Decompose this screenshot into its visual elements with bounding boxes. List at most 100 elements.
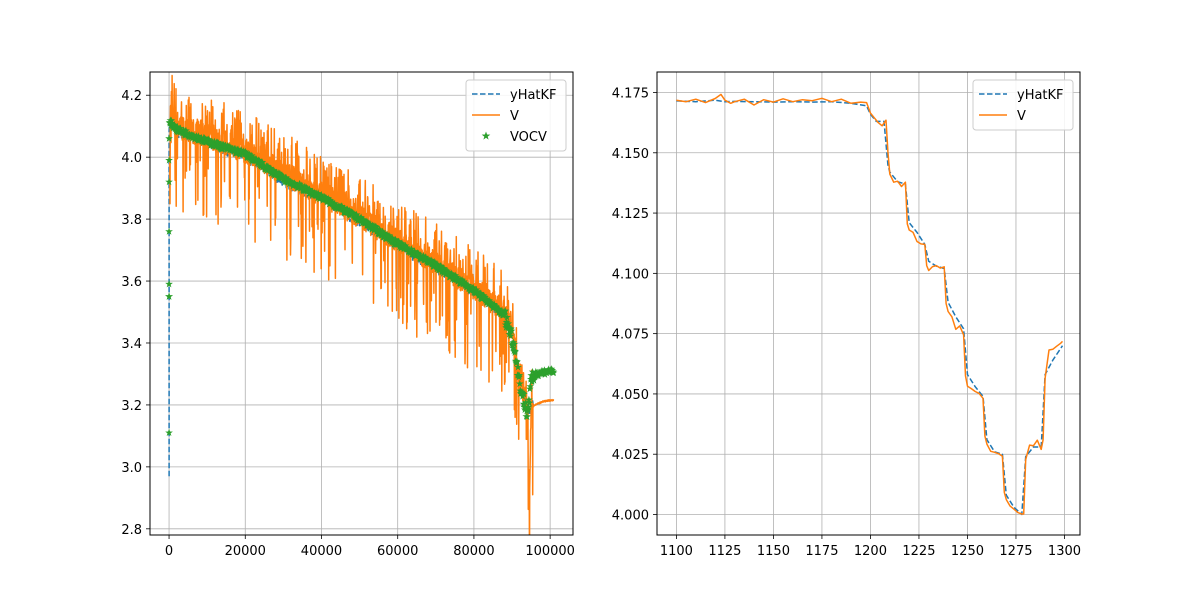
vocv-marker xyxy=(279,172,287,180)
x-tick-label: 1200 xyxy=(854,544,887,559)
vocv-marker xyxy=(165,177,173,186)
vocv-marker xyxy=(364,218,372,227)
y-tick-label: 3.4 xyxy=(121,337,142,352)
vocv-marker xyxy=(437,262,445,270)
legend: yHatKF V xyxy=(972,79,1074,131)
vocv-marker xyxy=(519,389,527,397)
vocv-marker xyxy=(378,227,387,235)
plot-area xyxy=(165,74,558,535)
vocv-marker xyxy=(504,319,513,327)
vocv-marker xyxy=(375,225,384,233)
x-tick-label: 20000 xyxy=(225,544,266,559)
x-tick-label: 100000 xyxy=(525,544,575,559)
legend-label: yHatKF xyxy=(510,88,557,103)
y-tick-label: 4.000 xyxy=(612,509,649,524)
x-tick-label: 0 xyxy=(165,544,173,559)
legend-label: V xyxy=(1017,109,1026,124)
vocv-marker xyxy=(391,235,400,243)
vocv-marker xyxy=(338,202,346,210)
grid xyxy=(657,72,1080,535)
x-tick-label: 40000 xyxy=(301,544,342,559)
vocv-marker xyxy=(458,276,466,284)
vocv-marker xyxy=(501,306,509,314)
vocv-marker xyxy=(520,390,528,398)
vocv-marker xyxy=(415,251,423,259)
y-tick-label: 4.175 xyxy=(612,86,649,101)
series-line-V xyxy=(676,93,1064,515)
vocv-marker xyxy=(270,166,278,174)
plot-area xyxy=(676,93,1064,516)
x-tick-label: 1100 xyxy=(660,544,693,559)
y-tick-label: 3.2 xyxy=(121,399,142,414)
vocv-marker xyxy=(521,398,530,406)
vocv-marker xyxy=(168,119,176,127)
vocv-marker xyxy=(464,281,472,289)
vocv-marker xyxy=(448,270,456,278)
y-tick-label: 2.8 xyxy=(121,523,142,538)
y-tick-label: 4.125 xyxy=(612,207,649,222)
vocv-marker xyxy=(388,233,396,242)
vocv-marker xyxy=(345,206,353,214)
vocv-marker xyxy=(248,151,256,159)
vocv-marker xyxy=(515,371,524,379)
y-tick-label: 4.2 xyxy=(121,89,142,104)
legend-box xyxy=(972,79,1074,131)
vocv-marker xyxy=(395,238,403,246)
x-tick-label: 1250 xyxy=(951,544,984,559)
vocv-marker xyxy=(330,199,339,207)
vocv-marker xyxy=(528,367,537,376)
legend-box xyxy=(465,79,567,152)
vocv-marker xyxy=(360,216,368,224)
x-tick-label: 80000 xyxy=(453,544,494,559)
vocv-marker xyxy=(525,398,534,407)
vocv-marker xyxy=(516,386,525,395)
vocv-marker xyxy=(530,376,538,384)
vocv-marker xyxy=(254,156,263,164)
x-tick-label: 1275 xyxy=(999,544,1032,559)
vocv-marker xyxy=(510,340,519,348)
vocv-marker xyxy=(167,116,176,124)
x-tick-label: 1300 xyxy=(1048,544,1081,559)
vocv-marker xyxy=(308,187,317,195)
vocv-marker xyxy=(427,256,435,264)
vocv-marker xyxy=(469,285,478,294)
vocv-marker xyxy=(502,318,511,326)
vocv-marker xyxy=(422,254,430,262)
vocv-marker xyxy=(170,121,179,129)
vocv-marker xyxy=(508,341,517,349)
vocv-marker xyxy=(519,400,528,408)
vocv-marker xyxy=(377,231,386,239)
vocv-marker xyxy=(255,157,264,165)
vocv-marker xyxy=(523,412,531,420)
vocv-marker xyxy=(509,338,518,346)
y-tick-label: 4.100 xyxy=(612,267,649,282)
series-V xyxy=(676,93,1064,515)
vocv-marker xyxy=(516,379,524,387)
series-yHatKF xyxy=(676,99,1064,516)
vocv-marker xyxy=(305,185,314,193)
vocv-marker xyxy=(527,371,535,379)
vocv-marker xyxy=(372,223,380,231)
axes-frame xyxy=(149,71,574,536)
vocv-marker xyxy=(276,170,284,178)
legend-label: VOCV xyxy=(510,130,547,145)
vocv-marker xyxy=(258,158,267,166)
vocv-marker xyxy=(436,266,444,274)
vocv-marker xyxy=(511,347,519,355)
vocv-marker xyxy=(385,231,393,239)
y-tick-label: 4.150 xyxy=(612,147,649,162)
y-tick-label: 3.8 xyxy=(121,213,142,228)
vocv-marker xyxy=(410,247,419,255)
vocv-marker xyxy=(301,182,309,190)
vocv-marker xyxy=(205,136,214,144)
vocv-marker xyxy=(173,122,182,130)
vocv-marker xyxy=(521,402,530,411)
series-line-yHatKF xyxy=(676,99,1064,516)
vocv-marker xyxy=(357,213,365,221)
vocv-marker xyxy=(317,190,326,199)
vocv-marker xyxy=(507,326,516,335)
axes-frame xyxy=(656,71,1081,536)
vocv-marker xyxy=(524,403,533,411)
vocv-marker xyxy=(171,123,180,131)
